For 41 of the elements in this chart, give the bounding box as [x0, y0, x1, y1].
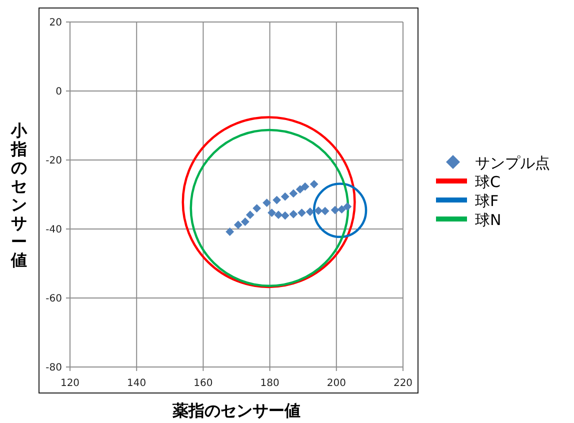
point: [268, 208, 276, 217]
point: [280, 192, 290, 201]
legend-label: 球N: [475, 211, 502, 229]
point: [338, 205, 346, 214]
y-tick-label: -80: [46, 362, 62, 374]
y-tick-label: -20: [46, 156, 62, 166]
x-tick-label: 200: [326, 378, 346, 389]
legend-label: 球F: [475, 192, 499, 210]
point: [240, 218, 250, 226]
point: [289, 189, 298, 198]
x-tick-label: 140: [127, 378, 146, 389]
point: [320, 206, 330, 216]
point: [262, 198, 272, 207]
point: [310, 180, 318, 188]
point: [330, 206, 340, 214]
legend-label: サンプル点: [475, 154, 550, 172]
point: [314, 206, 323, 215]
y-tick-label: 0: [56, 86, 62, 98]
point: [252, 204, 262, 212]
point: [246, 210, 254, 220]
y-axis-title: 小指のセンサー値: [10, 120, 28, 270]
y-tick-label: -40: [46, 224, 62, 236]
point: [272, 196, 281, 204]
point: [289, 210, 298, 218]
point: [298, 208, 306, 217]
y-tick-label: -60: [46, 294, 62, 304]
point: [280, 211, 290, 220]
point: [300, 182, 310, 191]
point: [296, 185, 304, 194]
x-axis-title: 薬指のセンサー値: [172, 401, 300, 420]
point: [274, 210, 283, 220]
point: [226, 228, 234, 236]
x-tick-label: 220: [393, 378, 413, 389]
legend-label: 球C: [475, 173, 500, 191]
x-tick-label: 160: [194, 378, 213, 389]
point: [343, 202, 352, 211]
point: [234, 220, 242, 230]
y-tick-label: 20: [49, 18, 62, 28]
x-tick-label: 180: [260, 378, 280, 389]
x-tick-label: 120: [60, 378, 80, 389]
point: [306, 208, 314, 216]
